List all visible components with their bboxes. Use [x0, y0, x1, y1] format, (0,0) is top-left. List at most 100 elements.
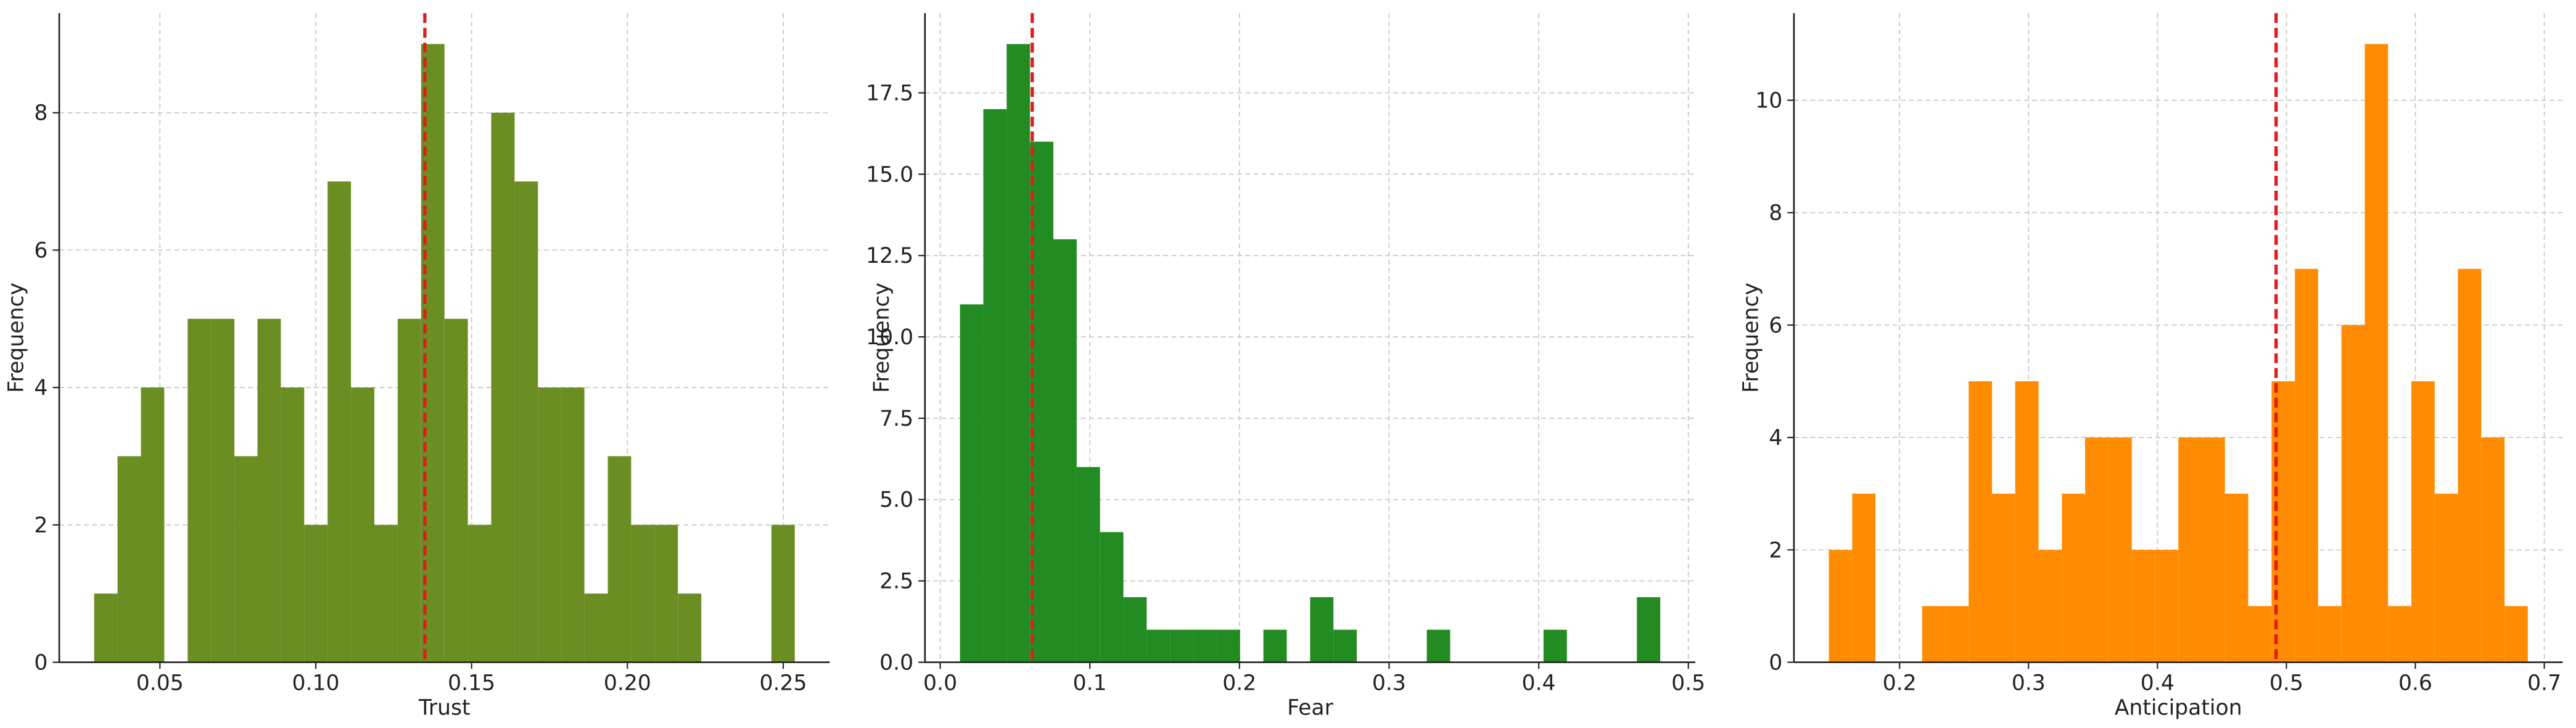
histogram-bar: [678, 594, 702, 663]
x-tick-label: 0.5: [2269, 671, 2303, 696]
histogram-bar: [117, 456, 141, 663]
y-tick-label: 8: [34, 101, 47, 126]
histogram-bar: [1969, 381, 1993, 663]
histogram-bar: [141, 387, 165, 663]
histogram-bar: [1829, 550, 1853, 663]
x-tick-label: 0.2: [1883, 671, 1917, 696]
histogram-bar: [2295, 268, 2318, 663]
x-axis-label: Trust: [418, 696, 471, 721]
y-axis-label: Frequency: [1739, 283, 1763, 393]
x-axis-label: Fear: [1287, 696, 1334, 721]
y-tick-label: 2: [1769, 538, 1782, 563]
histogram-bar: [2434, 494, 2458, 663]
x-tick-label: 0.05: [136, 671, 184, 696]
histogram-bar: [234, 456, 258, 663]
y-tick-label: 10: [1755, 88, 1782, 113]
histogram-bar: [538, 387, 562, 663]
histogram-bar: [631, 524, 655, 663]
histogram-bar: [2015, 381, 2039, 663]
histogram-bar: [2062, 494, 2086, 663]
y-tick-label: 2.5: [879, 569, 913, 594]
histogram-bar: [187, 318, 212, 663]
histogram-bar: [444, 318, 468, 663]
x-tick-label: 0.3: [2012, 671, 2046, 696]
histogram-bar: [1992, 494, 2015, 663]
y-tick-label: 2: [34, 513, 47, 538]
y-tick-label: 10.0: [866, 325, 913, 350]
histogram-bar: [351, 387, 375, 663]
x-tick-label: 0.1: [1073, 671, 1107, 696]
histogram-bar: [2458, 268, 2482, 663]
histogram-bar: [2341, 325, 2365, 663]
x-tick-label: 0.4: [1522, 671, 1556, 696]
y-tick-label: 8: [1769, 201, 1782, 226]
x-tick-label: 0.5: [1671, 671, 1705, 696]
x-tick-label: 0.2: [1222, 671, 1256, 696]
y-tick-label: 6: [34, 238, 47, 263]
y-tick-label: 17.5: [866, 81, 913, 106]
y-tick-label: 0.0: [879, 650, 913, 675]
histogram-bar: [1076, 467, 1100, 663]
histogram-bar: [2108, 437, 2132, 663]
histogram-bar: [1922, 606, 1946, 663]
x-tick-label: 0.4: [2141, 671, 2175, 696]
x-tick-label: 0.0: [923, 671, 957, 696]
histogram-bar: [1170, 629, 1194, 663]
histogram-bar: [1100, 532, 1124, 663]
histogram-bar: [1006, 44, 1031, 663]
y-tick-label: 15.0: [866, 162, 913, 187]
histogram-bar: [2504, 606, 2528, 663]
y-tick-label: 4: [34, 376, 47, 400]
histogram-bar: [1333, 629, 1357, 663]
x-tick-label: 0.20: [604, 671, 651, 696]
x-tick-label: 0.15: [448, 671, 495, 696]
histogram-bar: [771, 524, 795, 663]
y-tick-label: 0: [1769, 650, 1782, 675]
histogram-bar: [2364, 44, 2389, 663]
histogram-bar: [94, 594, 118, 663]
histogram-bar: [1123, 597, 1147, 663]
histogram-bar: [1193, 629, 1217, 663]
histogram-bar: [654, 524, 678, 663]
x-tick-label: 0.25: [760, 671, 807, 696]
histogram-bar: [304, 524, 328, 663]
y-tick-label: 0: [34, 650, 47, 675]
histogram-bar: [374, 524, 398, 663]
x-tick-label: 0.3: [1372, 671, 1406, 696]
y-axis-label: Frequency: [4, 283, 28, 393]
histogram-bar: [2388, 606, 2412, 663]
histogram-bar: [257, 318, 281, 663]
histogram-bar: [281, 387, 305, 663]
histogram-bar: [584, 594, 608, 663]
y-tick-label: 4: [1769, 426, 1782, 450]
histogram-bar: [561, 387, 585, 663]
histogram-bar: [467, 524, 492, 663]
histogram-bar: [2085, 437, 2109, 663]
y-tick-label: 7.5: [879, 407, 913, 431]
x-tick-label: 0.6: [2398, 671, 2432, 696]
histogram-bar: [1543, 629, 1567, 663]
histogram-bar: [1263, 629, 1287, 663]
histogram-bar: [1637, 597, 1661, 663]
histogram-bar: [1030, 141, 1054, 663]
histogram-bar: [2038, 550, 2062, 663]
histogram-bar: [2202, 437, 2225, 663]
histogram-bar: [211, 318, 235, 663]
x-tick-label: 0.10: [292, 671, 339, 696]
histogram-bar: [327, 181, 352, 663]
histogram-bar: [2155, 550, 2179, 663]
y-tick-label: 12.5: [866, 244, 913, 268]
histogram-bar: [1146, 629, 1171, 663]
histogram-bar: [2411, 381, 2435, 663]
histogram-bar: [960, 304, 984, 663]
histogram-bar: [983, 109, 1007, 663]
y-tick-label: 6: [1769, 313, 1782, 338]
histogram-bar: [1426, 629, 1451, 663]
histogram-bar: [397, 318, 421, 663]
histogram-bar: [607, 456, 632, 663]
histogram-bar: [2248, 606, 2272, 663]
histogram-bar: [2178, 437, 2202, 663]
histogram-bar: [1216, 629, 1240, 663]
histogram-bar: [2318, 606, 2342, 663]
histogram-bar: [2131, 550, 2155, 663]
